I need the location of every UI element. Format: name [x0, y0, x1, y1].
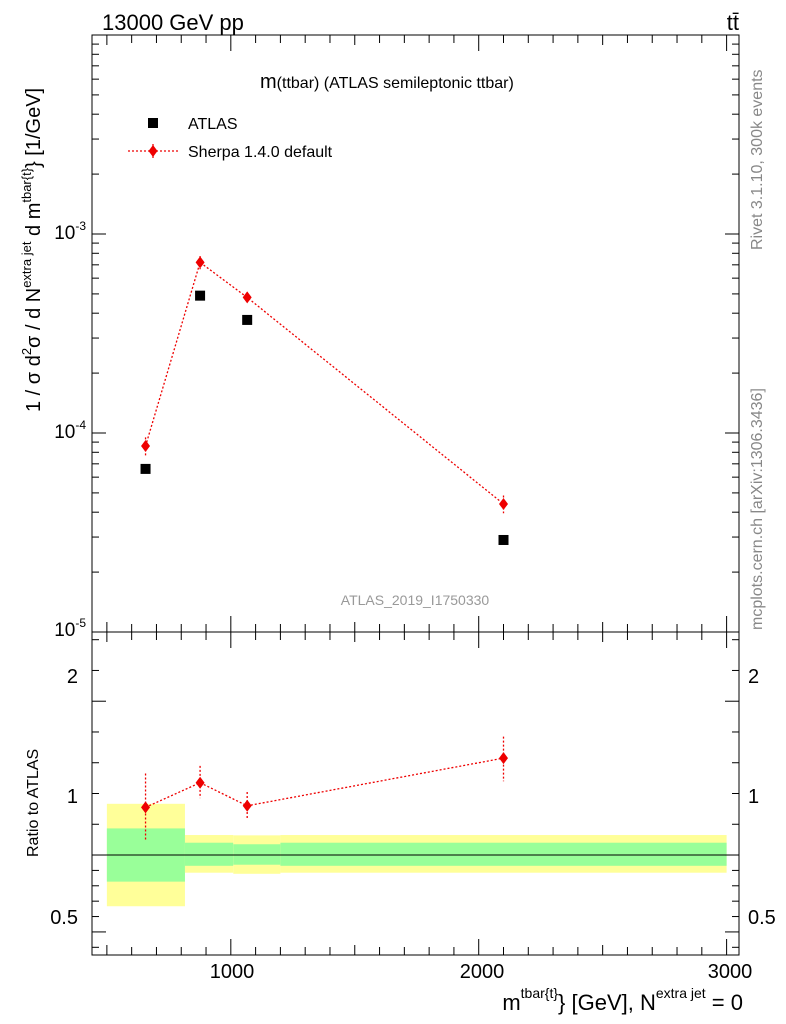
- sherpa-line: [144, 261, 504, 505]
- top-y-tick-label-1e-4: 10-4: [54, 418, 86, 443]
- y-label-part2: σ / d N: [23, 288, 45, 348]
- plot-title-main: m: [260, 71, 277, 93]
- x-label-mid: } [GeV], N: [558, 990, 656, 1015]
- sherpa-data-point: [141, 440, 151, 453]
- ratio-y-tick-label-2: 2: [67, 666, 78, 688]
- ratio-band-green: [280, 842, 727, 866]
- x-tick-label-3000: 3000: [708, 961, 753, 983]
- top-panel-data: [140, 256, 509, 545]
- ratio-y-tick-label-0.5: 0.5: [50, 907, 78, 929]
- ratio-y-tick-label-1: 1: [67, 786, 78, 808]
- legend-sherpa-marker: [148, 145, 158, 157]
- atlas-data-point: [242, 314, 253, 325]
- x-label-end: = 0: [706, 990, 743, 1015]
- y-label-part3: d m: [23, 203, 45, 242]
- top-y-axis-label: 1 / σ d2σ / d Nextra jet d mtbar{t}} [1/…: [19, 88, 45, 412]
- x-tick-labels: 1000 2000 3000: [210, 961, 753, 983]
- header-energy-label: 13000 GeV pp: [102, 10, 244, 35]
- ratio-data-point: [141, 801, 151, 814]
- ratio-data-point: [499, 752, 509, 765]
- sherpa-data-point: [195, 256, 205, 269]
- ratio-y-axis-label: Ratio to ATLAS: [25, 749, 42, 857]
- top-y-tick-label-1e-3: 10-3: [54, 219, 86, 244]
- ratio-y-tick-label-0.5-right: 0.5: [748, 907, 776, 929]
- y-label-sup1: 2: [19, 348, 34, 355]
- ratio-data-point: [195, 776, 205, 789]
- ratio-band-green: [184, 842, 234, 866]
- sherpa-data-point: [499, 497, 509, 510]
- y-label-sup3: tbar{t}: [19, 167, 34, 202]
- ratio-panel-ticks: [92, 632, 739, 955]
- sherpa-data-point: [242, 291, 252, 304]
- x-label-sup2: extra jet: [656, 985, 706, 1001]
- ratio-y-tick-label-2-right: 2: [748, 666, 759, 688]
- x-label-sup: tbar{t}: [521, 985, 559, 1001]
- ratio-y-tick-label-1-right: 1: [748, 786, 759, 808]
- top-panel-ticks: [92, 35, 739, 633]
- atlas-data-point: [498, 534, 509, 545]
- y-label-part4: } [1/GeV]: [23, 88, 45, 168]
- ratio-sherpa-line: [145, 757, 504, 808]
- x-tick-label-2000: 2000: [460, 961, 505, 983]
- y-label-sup2: extra jet: [19, 241, 34, 288]
- x-axis-label: mtbar{t}} [GeV], Nextra jet = 0: [502, 985, 743, 1015]
- ratio-panel-data: [141, 736, 509, 840]
- atlas-data-point: [140, 463, 151, 474]
- plot-title-rest: (ttbar) (ATLAS semileptonic ttbar): [277, 75, 514, 92]
- ratio-panel-frame: [91, 631, 740, 956]
- x-label-base: m: [502, 990, 520, 1015]
- top-y-tick-label-1e-5: 10-5: [54, 616, 86, 641]
- ratio-y-tick-labels: 2 1 0.5 2 1 0.5: [50, 666, 776, 929]
- y-label-part1: 1 / σ d: [23, 355, 45, 412]
- atlas-data-point: [195, 290, 206, 301]
- legend-sherpa-label: Sherpa 1.4.0 default: [188, 144, 333, 161]
- legend-atlas-label: ATLAS: [188, 116, 238, 133]
- legend-atlas-marker: [148, 118, 158, 128]
- analysis-watermark: ATLAS_2019_I1750330: [341, 592, 490, 608]
- ratio-data-point: [242, 799, 252, 812]
- rivet-version-text: Rivet 3.1.10, 300k events: [749, 69, 766, 250]
- ratio-band-green: [233, 844, 281, 865]
- mcplots-reference-text: mcplots.cern.ch [arXiv:1306.3436]: [749, 388, 766, 630]
- top-y-tick-labels: 10-3 10-4 10-5: [54, 219, 86, 641]
- plot-title: m(ttbar) (ATLAS semileptonic ttbar): [260, 71, 514, 93]
- header-process-label: tt̄: [727, 10, 739, 35]
- x-tick-label-1000: 1000: [210, 961, 255, 983]
